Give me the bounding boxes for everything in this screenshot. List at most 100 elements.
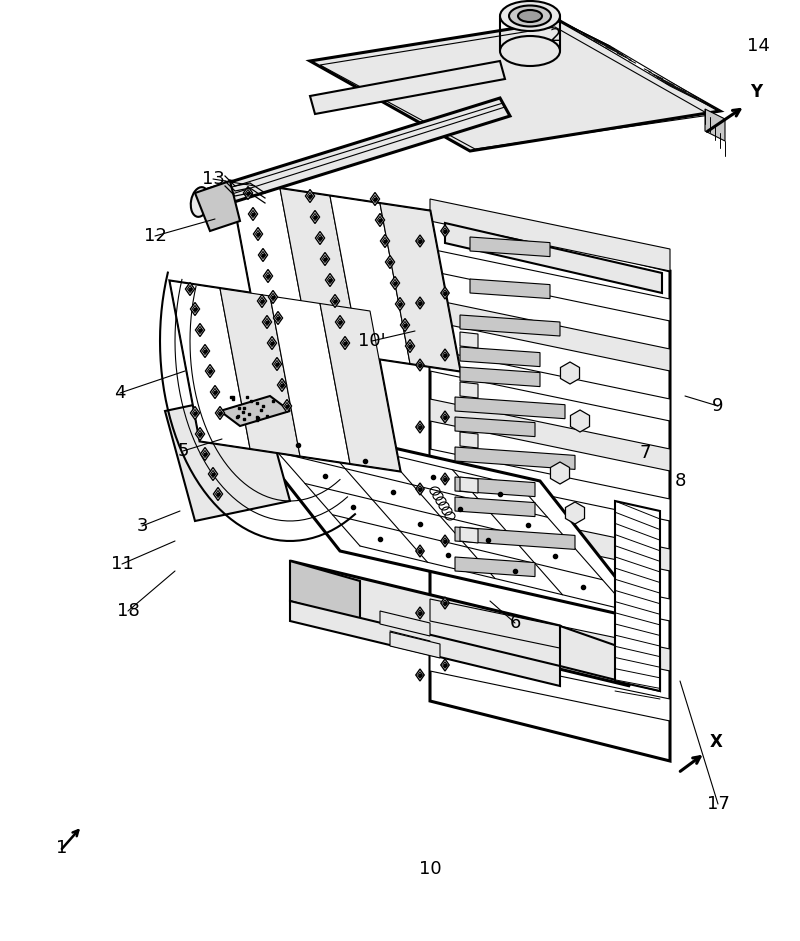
Polygon shape: [310, 21, 720, 151]
Polygon shape: [430, 299, 670, 371]
Polygon shape: [416, 545, 424, 557]
Polygon shape: [455, 477, 535, 497]
Polygon shape: [170, 281, 250, 449]
Polygon shape: [282, 400, 291, 412]
Polygon shape: [470, 279, 550, 298]
Polygon shape: [190, 302, 199, 315]
Polygon shape: [441, 349, 450, 361]
Polygon shape: [386, 256, 394, 268]
Polygon shape: [210, 470, 215, 478]
Polygon shape: [418, 672, 422, 678]
Polygon shape: [290, 561, 360, 621]
Polygon shape: [375, 214, 385, 227]
Polygon shape: [418, 299, 422, 307]
Polygon shape: [441, 287, 450, 299]
Polygon shape: [373, 196, 378, 202]
Polygon shape: [406, 340, 414, 353]
Polygon shape: [455, 527, 575, 550]
Polygon shape: [255, 231, 261, 237]
Polygon shape: [416, 669, 424, 681]
Polygon shape: [338, 318, 342, 326]
Polygon shape: [254, 228, 262, 241]
Polygon shape: [321, 252, 330, 265]
Polygon shape: [307, 192, 313, 199]
Polygon shape: [416, 607, 424, 619]
Polygon shape: [441, 535, 450, 547]
Polygon shape: [460, 477, 478, 493]
Polygon shape: [430, 199, 670, 271]
Polygon shape: [220, 396, 290, 426]
Polygon shape: [269, 291, 278, 304]
Polygon shape: [441, 659, 450, 671]
Polygon shape: [418, 238, 422, 245]
Polygon shape: [195, 324, 205, 337]
Polygon shape: [310, 211, 319, 224]
Polygon shape: [210, 386, 219, 398]
Polygon shape: [201, 448, 210, 460]
Polygon shape: [274, 360, 279, 368]
Polygon shape: [258, 248, 267, 262]
Polygon shape: [267, 337, 277, 349]
Polygon shape: [705, 109, 725, 141]
Polygon shape: [220, 289, 300, 456]
Polygon shape: [442, 352, 447, 359]
Polygon shape: [381, 234, 390, 247]
Polygon shape: [460, 432, 478, 448]
Text: 17: 17: [706, 795, 730, 813]
Polygon shape: [460, 332, 478, 348]
Polygon shape: [460, 527, 478, 543]
Polygon shape: [566, 502, 585, 524]
Polygon shape: [290, 561, 630, 686]
Polygon shape: [230, 181, 310, 348]
Polygon shape: [218, 409, 222, 417]
Polygon shape: [455, 557, 535, 577]
Polygon shape: [327, 277, 333, 283]
Polygon shape: [165, 391, 290, 521]
Polygon shape: [390, 277, 399, 290]
Polygon shape: [393, 279, 398, 287]
Polygon shape: [322, 255, 327, 263]
Polygon shape: [442, 228, 447, 234]
Polygon shape: [442, 662, 447, 668]
Polygon shape: [430, 399, 670, 471]
Text: 10: 10: [418, 860, 442, 878]
Polygon shape: [201, 344, 210, 358]
Polygon shape: [193, 306, 198, 312]
Polygon shape: [195, 181, 240, 231]
Polygon shape: [187, 285, 193, 293]
Polygon shape: [441, 473, 450, 485]
Polygon shape: [470, 237, 550, 257]
Polygon shape: [215, 490, 221, 498]
Polygon shape: [401, 318, 410, 331]
Polygon shape: [380, 611, 430, 636]
Polygon shape: [258, 295, 266, 308]
Polygon shape: [407, 343, 413, 349]
Polygon shape: [416, 359, 424, 371]
Polygon shape: [193, 409, 198, 417]
Polygon shape: [306, 189, 314, 202]
Polygon shape: [209, 468, 218, 481]
Polygon shape: [442, 414, 447, 421]
Polygon shape: [262, 315, 271, 328]
Polygon shape: [186, 282, 194, 295]
Polygon shape: [215, 407, 225, 420]
Polygon shape: [430, 599, 670, 671]
Ellipse shape: [500, 36, 560, 66]
Polygon shape: [370, 193, 379, 205]
Polygon shape: [455, 417, 535, 437]
Polygon shape: [315, 231, 325, 245]
Polygon shape: [270, 340, 274, 346]
Polygon shape: [382, 237, 387, 245]
Text: 11: 11: [110, 555, 134, 573]
Polygon shape: [318, 234, 322, 242]
Text: 1: 1: [56, 839, 68, 857]
Polygon shape: [560, 21, 720, 111]
Polygon shape: [418, 423, 422, 430]
Polygon shape: [430, 499, 670, 571]
Polygon shape: [442, 537, 447, 544]
Polygon shape: [378, 216, 382, 224]
Polygon shape: [265, 318, 270, 326]
Polygon shape: [250, 211, 255, 217]
Polygon shape: [387, 259, 393, 265]
Polygon shape: [342, 340, 347, 346]
